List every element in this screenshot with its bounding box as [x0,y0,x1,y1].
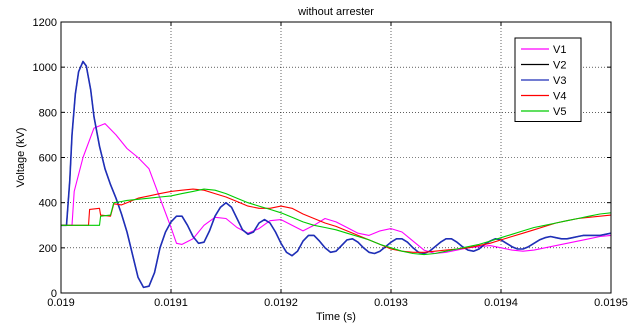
y-tick-label: 1200 [33,17,57,29]
legend-label-v5: V5 [553,106,566,118]
series-line-v3 [61,60,611,289]
x-tick-label: 0.0194 [484,297,518,309]
y-tick-label: 600 [39,153,57,165]
axis-ticks: 0.019 0.0191 0.0192 0.0193 0.0194 0.0195 0 200 4… [33,17,628,309]
legend-label-v2: V2 [553,60,566,72]
y-tick-label: 0 [51,288,57,300]
legend-label-v4: V4 [553,91,566,103]
x-tick-label: 0.019 [47,297,75,309]
y-axis-title: Voltage (kV) [15,128,27,188]
legend: V1 V2 V3 V4 V5 [514,37,582,122]
series-line-v1 [61,123,611,255]
y-tick-label: 1000 [33,62,57,74]
series-lines [61,60,611,289]
series-line-v5 [61,188,611,256]
legend-label-v1: V1 [553,44,566,56]
y-tick-label: 400 [39,198,57,210]
x-tick-label: 0.0195 [594,297,628,309]
legend-label-v3: V3 [553,75,566,87]
x-axis-title: Time (s) [316,311,356,323]
x-tick-label: 0.0193 [374,297,408,309]
y-tick-label: 800 [39,107,57,119]
x-tick-label: 0.0191 [154,297,188,309]
chart-title: without arrester [297,6,374,18]
x-tick-label: 0.0192 [264,297,298,309]
y-tick-label: 200 [39,243,57,255]
